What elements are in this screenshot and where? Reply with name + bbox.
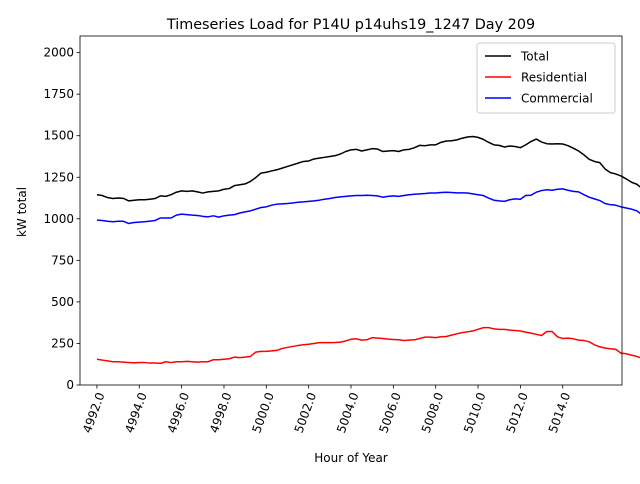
y-tick-label: 500	[51, 295, 74, 309]
series-line-residential	[96, 326, 640, 365]
x-axis-label: Hour of Year	[314, 451, 388, 465]
y-tick-label: 1750	[43, 87, 74, 101]
y-tick-label: 1000	[43, 212, 74, 226]
series-line-total	[96, 135, 640, 202]
legend-box	[476, 42, 616, 114]
y-tick-label: 250	[51, 336, 74, 350]
y-axis-label: kW total	[15, 187, 29, 237]
y-tick-label: 2000	[43, 46, 74, 60]
y-tick-label: 1250	[43, 170, 74, 184]
legend-label-residential: Residential	[521, 71, 587, 85]
chart-title: Timeseries Load for P14U p14uhs19_1247 D…	[166, 17, 535, 33]
legend: Total Residential Commercial	[476, 42, 616, 114]
y-tick-label: 0	[66, 378, 74, 392]
series-line-commercial	[96, 188, 640, 225]
legend-label-total: Total	[520, 50, 549, 64]
legend-label-commercial: Commercial	[521, 92, 593, 106]
y-tick-label: 1500	[43, 129, 74, 143]
y-axis: 0 250 500 750 1000 1250 1500 1750 2000	[43, 46, 80, 392]
plot-area	[79, 35, 640, 386]
y-tick-label: 750	[51, 253, 74, 267]
